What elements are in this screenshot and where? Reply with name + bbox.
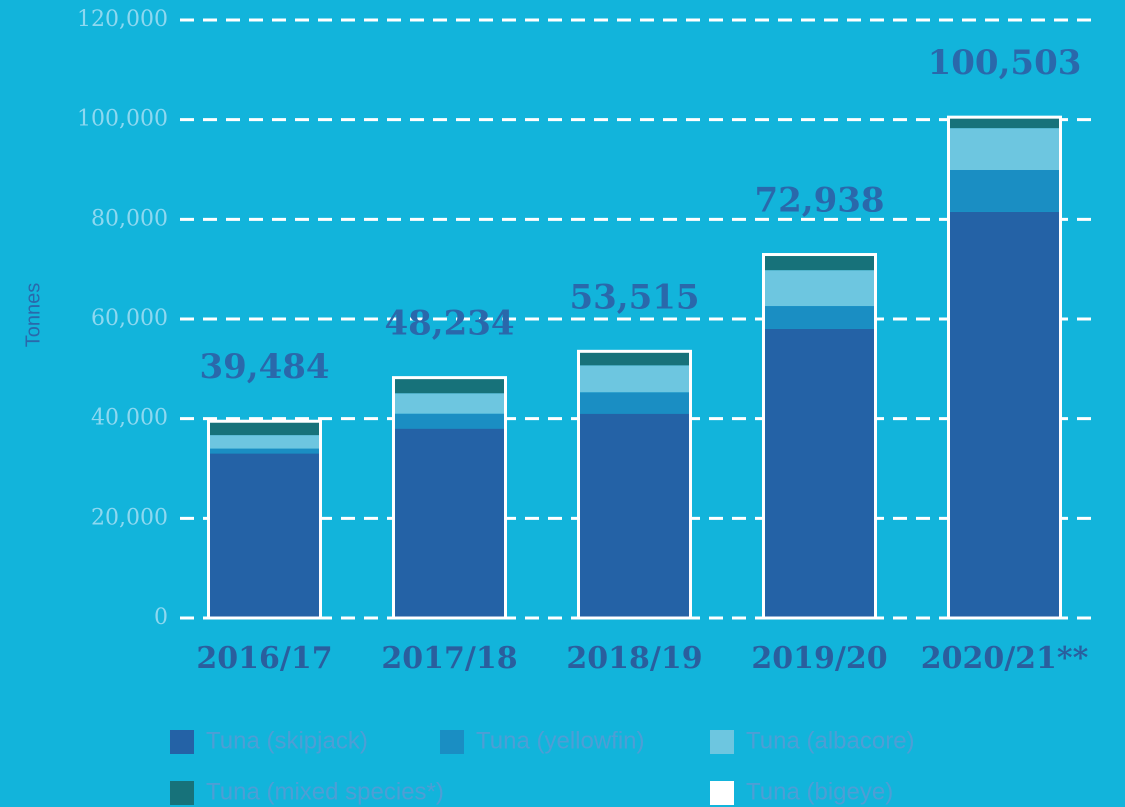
legend-label: Tuna (mixed species*)	[206, 778, 444, 805]
bar-segment	[393, 393, 506, 414]
x-tick-label: 2019/20	[751, 641, 887, 676]
legend-swatch	[170, 730, 194, 754]
bar-outline	[392, 376, 507, 620]
legend-swatch	[440, 730, 464, 754]
total-label: 48,234	[384, 304, 514, 344]
bar-outline	[577, 349, 692, 620]
y-tick-label: 80,000	[91, 206, 168, 231]
bar-segment	[578, 413, 691, 618]
legend-label: Tuna (albacore)	[746, 727, 915, 754]
bar-segment	[393, 428, 506, 618]
bar-segment	[763, 255, 876, 271]
legend-swatch	[710, 730, 734, 754]
bar-segment	[208, 435, 321, 449]
bar-segment	[763, 270, 876, 307]
bar-segment	[578, 365, 691, 393]
legend-label: Tuna (skipjack)	[206, 727, 368, 754]
bar-segment	[208, 453, 321, 618]
bar-outline	[762, 253, 877, 620]
y-tick-label: 120,000	[77, 7, 168, 32]
bar-segment	[578, 392, 691, 414]
total-label: 100,503	[928, 43, 1082, 83]
bar-segment	[578, 352, 691, 366]
bar-segment	[948, 128, 1061, 170]
bar-segment	[763, 306, 876, 329]
total-label: 72,938	[754, 181, 884, 221]
bar-segment	[208, 422, 321, 436]
bar-segment	[393, 378, 506, 394]
bar-outline	[947, 115, 1062, 620]
x-tick-label: 2018/19	[566, 641, 702, 676]
y-tick-label: 20,000	[91, 505, 168, 530]
y-tick-label: 60,000	[91, 306, 168, 331]
bar-segment	[393, 413, 506, 429]
legend-swatch	[170, 781, 194, 805]
total-label: 53,515	[569, 277, 699, 317]
bar-segment	[208, 448, 321, 454]
bar-segment	[948, 118, 1061, 129]
y-tick-label: 0	[154, 605, 168, 630]
y-axis-label: Tonnes	[22, 283, 44, 348]
bar-segment	[948, 169, 1061, 212]
bar-segment	[948, 211, 1061, 618]
y-tick-label: 100,000	[77, 107, 168, 132]
x-tick-label: 2016/17	[196, 641, 332, 676]
y-tick-label: 40,000	[91, 406, 168, 431]
legend-label: Tuna (yellowfin)	[476, 727, 645, 754]
bar-segment	[763, 328, 876, 618]
x-tick-label: 2017/18	[381, 641, 517, 676]
legend-swatch	[710, 781, 734, 805]
bar-outline	[207, 419, 322, 620]
total-label: 39,484	[199, 347, 329, 387]
x-tick-label: 2020/21**	[921, 641, 1089, 676]
legend-label: Tuna (bigeye)	[746, 778, 893, 805]
